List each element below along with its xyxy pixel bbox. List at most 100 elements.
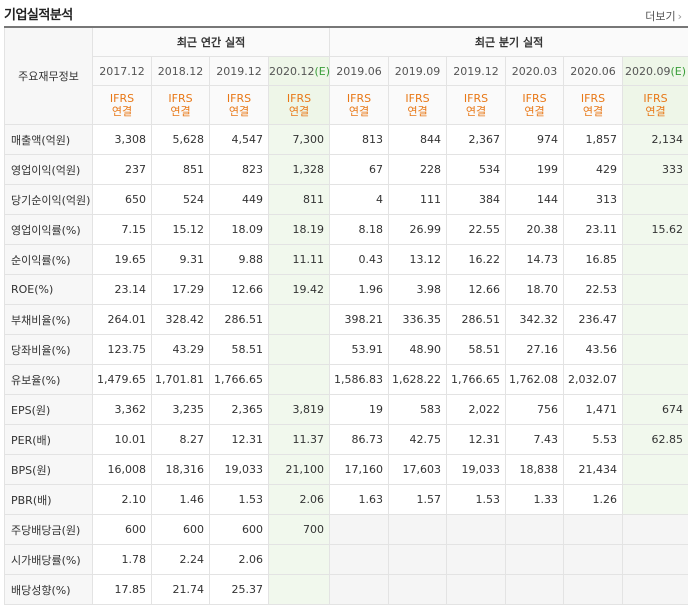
table-cell: 25.37 [210,575,269,605]
table-cell: 1,857 [564,125,623,155]
annual-period-header: 2018.12 [152,57,210,86]
table-cell [330,545,389,575]
table-cell: 700 [269,515,330,545]
table-cell [623,335,688,365]
row-label: 시가배당률(%) [5,545,93,575]
table-cell [564,575,623,605]
consolidated-label: 연결 [349,105,369,118]
quarter-group-header: 최근 분기 실적 [330,27,688,57]
table-cell: 11.11 [269,245,330,275]
table-cell: 534 [447,155,506,185]
consolidated-label: 연결 [112,105,132,118]
period-label: 2020.09 [625,65,671,78]
table-cell [269,365,330,395]
table-cell: 22.55 [447,215,506,245]
table-cell: 2.24 [152,545,210,575]
annual-period-header: 2017.12 [93,57,152,86]
chevron-right-icon: › [678,10,682,23]
table-cell: 17.29 [152,275,210,305]
row-label: 영업이익(억원) [5,155,93,185]
table-cell: 12.31 [210,425,269,455]
table-cell: 600 [210,515,269,545]
consolidated-label: 연결 [645,105,665,118]
table-cell: 20.38 [506,215,564,245]
table-cell: 62.85 [623,425,688,455]
table-cell: 43.56 [564,335,623,365]
table-cell: 19 [330,395,389,425]
table-cell: 3,235 [152,395,210,425]
ifrs-label: IFRS [110,92,134,105]
table-cell: 18.09 [210,215,269,245]
table-cell: 342.32 [506,305,564,335]
quarter-period-header: 2020.09(E) [623,57,688,86]
table-cell: 1,628.22 [389,365,447,395]
table-cell [623,515,688,545]
row-label: BPS(원) [5,455,93,485]
table-cell: 58.51 [447,335,506,365]
consolidated-label: 연결 [289,105,309,118]
ifrs-label: IFRS [168,92,192,105]
table-cell: 524 [152,185,210,215]
period-label: 2019.09 [395,65,441,78]
table-cell: 13.12 [389,245,447,275]
table-cell: 3.98 [389,275,447,305]
period-label: 2017.12 [99,65,145,78]
table-cell: 111 [389,185,447,215]
table-cell: 5.53 [564,425,623,455]
row-label: 영업이익률(%) [5,215,93,245]
quarter-period-header: 2019.09 [389,57,447,86]
table-cell: 123.75 [93,335,152,365]
ifrs-label: IFRS [464,92,488,105]
table-cell: 7.15 [93,215,152,245]
table-cell: 1,766.65 [447,365,506,395]
table-cell: 429 [564,155,623,185]
table-cell [269,575,330,605]
annual-group-header: 최근 연간 실적 [93,27,330,57]
table-cell: 5,628 [152,125,210,155]
table-cell: 16,008 [93,455,152,485]
table-cell [389,545,447,575]
table-cell: 15.12 [152,215,210,245]
table-cell: 2.10 [93,485,152,515]
table-cell: 1.53 [447,485,506,515]
table-cell: 4,547 [210,125,269,155]
table-cell: 19.42 [269,275,330,305]
table-cell: 2,022 [447,395,506,425]
table-cell [623,275,688,305]
consolidated-label: 연결 [170,105,190,118]
table-cell [623,365,688,395]
table-cell: 19.65 [93,245,152,275]
more-link[interactable]: 더보기› [645,8,682,24]
table-cell: 144 [506,185,564,215]
table-cell: 18.70 [506,275,564,305]
table-cell [447,515,506,545]
table-cell: 58.51 [210,335,269,365]
table-cell [447,545,506,575]
table-cell: 449 [210,185,269,215]
table-cell [506,545,564,575]
row-label: EPS(원) [5,395,93,425]
table-cell: 3,362 [93,395,152,425]
row-label: ROE(%) [5,275,93,305]
table-cell: 11.37 [269,425,330,455]
table-cell: 398.21 [330,305,389,335]
table-cell: 12.66 [210,275,269,305]
table-cell: 23.14 [93,275,152,305]
table-cell: 16.85 [564,245,623,275]
